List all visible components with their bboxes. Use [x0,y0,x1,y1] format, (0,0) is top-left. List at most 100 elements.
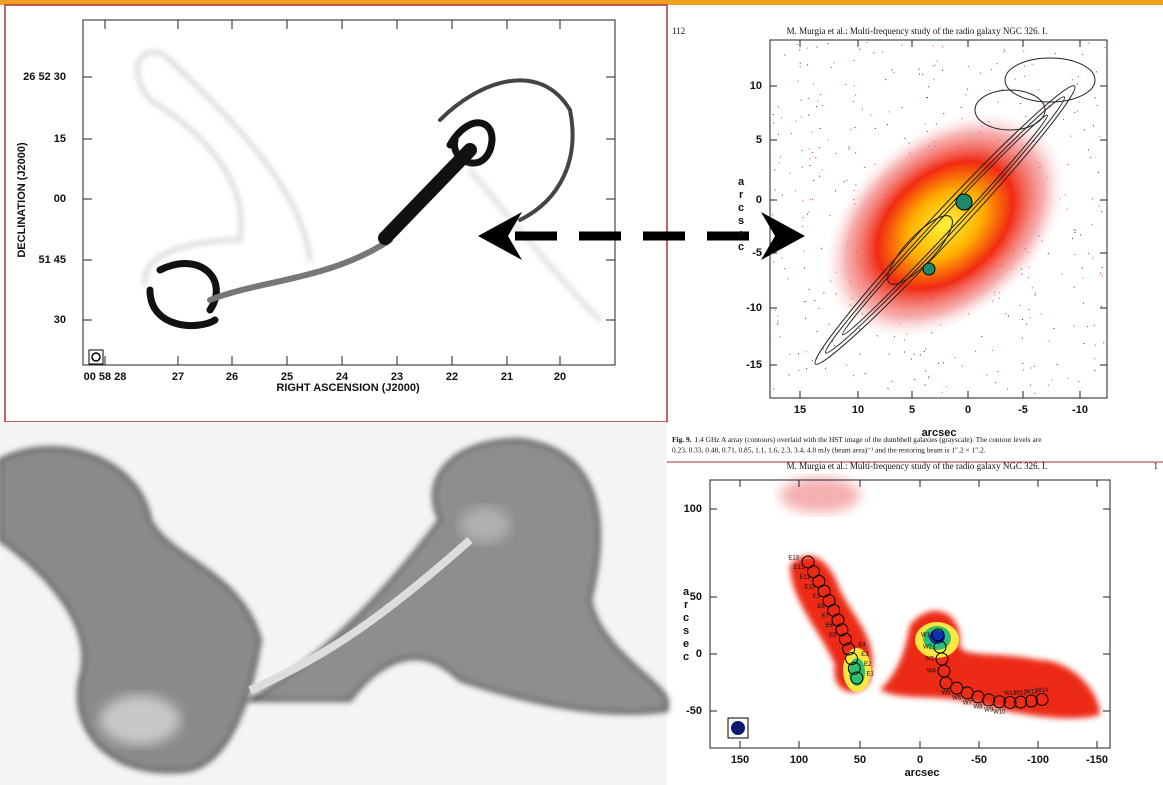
speck [1048,340,1050,342]
speck [818,147,820,149]
region-label: E7 [822,614,830,620]
x-tick-label: 5 [909,404,915,416]
speck [933,78,935,80]
speck [1030,367,1032,369]
x-tick-label: 10 [852,404,864,416]
y-tick-label: 0 [696,648,702,660]
speck [1023,369,1025,371]
speck [853,60,855,62]
speck [845,83,847,85]
speck [941,46,943,48]
speck [806,47,808,49]
x-tick-label: -10 [1072,404,1088,416]
speck [1028,309,1030,311]
x-tick-label: -100 [1027,754,1049,766]
speck [1021,318,1023,320]
speck [913,353,915,355]
speck [778,162,780,164]
y-tick-label: 00 [54,193,66,205]
speck [1028,277,1030,279]
x-tick-label: -50 [971,754,987,766]
speck [924,384,926,386]
speck [801,150,803,152]
speck [814,299,816,301]
speck [1054,53,1056,55]
speck [854,127,856,129]
speck [853,375,855,377]
gray-map-image [0,438,669,773]
x-axis-title: RIGHT ASCENSION (J2000) [276,382,420,394]
region-label: E1 [867,672,875,678]
speck [777,323,779,325]
speck [968,66,970,68]
speck [1030,384,1032,386]
speck [997,101,999,103]
region-circle [831,613,845,627]
speck [1094,370,1096,372]
speck [819,175,821,177]
speck [885,79,887,81]
speck [1074,254,1076,256]
speck [1101,266,1103,268]
region-circle [1024,694,1038,708]
speck [927,377,929,379]
speck [773,122,775,124]
speck [820,247,822,249]
speck [794,190,796,192]
speck [1083,343,1085,345]
speck [809,158,811,160]
speck [788,374,790,376]
region-label: W9 [984,708,994,714]
spectral-frame [709,479,1111,749]
speck [781,257,783,259]
speck [1096,104,1098,106]
speck [808,148,810,150]
speck [1073,286,1075,288]
speck [815,157,817,159]
speck [1088,149,1090,151]
radio-map-image [136,51,602,329]
speck [1019,103,1021,105]
speck [979,72,981,74]
speck [1073,228,1075,230]
region-circle [835,623,849,637]
region-label: E6 [826,623,834,629]
speck [919,354,921,356]
speck [1067,163,1069,165]
speck [816,331,818,333]
region-circle [845,652,859,666]
region-label: W7 [963,700,973,706]
x-tick-label: 00 58 28 [84,371,127,383]
speck [1081,267,1083,269]
region-label: E5 [829,633,837,639]
speck [986,374,988,376]
region-label: E4 [858,643,866,649]
speck [924,123,926,125]
x-tick-label: -150 [1086,754,1108,766]
x-tick-label: 22 [446,371,458,383]
speck [855,152,857,154]
region-label: W3 [925,657,935,663]
speck [1049,106,1051,108]
speck [777,315,779,317]
speck [774,169,776,171]
speck [804,317,806,319]
region-label: W2 [923,645,933,651]
speck [874,127,876,129]
region-label: E13 [788,556,799,562]
double-arrow [478,212,805,260]
region-label: W13 [1025,690,1038,696]
speck [1087,326,1089,328]
speck [941,69,943,71]
caption: Fig. 9. 1.4 GHz A array (contours) overla… [672,435,1042,444]
speck [1091,224,1093,226]
speck [932,45,934,47]
speck [1100,306,1102,308]
speck [780,156,782,158]
speck [834,190,836,192]
speck [778,133,780,135]
speck [925,348,927,350]
speck [887,387,889,389]
speck [799,66,801,68]
speck [832,340,834,342]
